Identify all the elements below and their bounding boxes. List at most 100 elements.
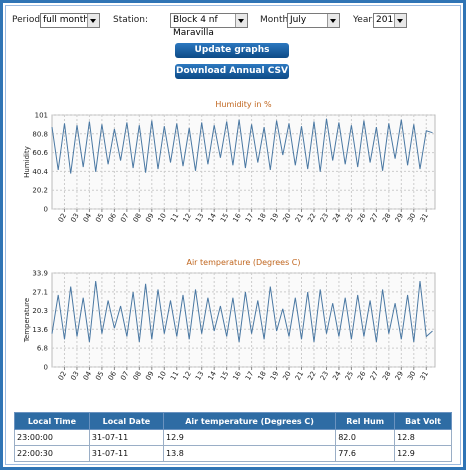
x-tick-label: 12 bbox=[182, 370, 193, 382]
x-tick-label: 14 bbox=[207, 370, 219, 382]
x-tick-label: 25 bbox=[344, 212, 355, 224]
x-tick-label: 03 bbox=[69, 370, 80, 382]
x-tick-label: 06 bbox=[107, 370, 119, 382]
y-tick-label: 20.3 bbox=[32, 307, 48, 315]
select-arrow bbox=[238, 19, 244, 23]
x-tick-label: 13 bbox=[194, 212, 205, 224]
x-tick-label: 08 bbox=[132, 370, 143, 382]
x-tick-label: 21 bbox=[294, 212, 305, 224]
column-header: Bat Volt bbox=[394, 412, 452, 430]
x-tick-label: 27 bbox=[369, 212, 380, 224]
update-button[interactable]: Update graphs bbox=[175, 43, 289, 58]
x-tick-label: 25 bbox=[344, 370, 355, 382]
x-tick-label: 23 bbox=[319, 212, 330, 224]
x-tick-label: 20 bbox=[281, 370, 292, 382]
y-tick-label: 40.4 bbox=[32, 168, 48, 176]
x-tick-label: 05 bbox=[94, 212, 105, 224]
table-cell: 31-07-11 bbox=[88, 429, 164, 446]
x-tick-label: 13 bbox=[194, 370, 205, 382]
select[interactable]: Block 4 nf Maravilla bbox=[170, 13, 248, 38]
y-tick-label: 27.1 bbox=[32, 288, 48, 296]
table-cell: 13.8 bbox=[162, 445, 337, 462]
y-tick-label: 33.9 bbox=[32, 270, 48, 278]
x-tick-label: 28 bbox=[381, 370, 392, 382]
table-row: 22:00:30 31-07-11 13.8 77.6 12.9 bbox=[14, 445, 452, 462]
control-label: Station: bbox=[113, 15, 149, 25]
table-cell: 22:00:30 bbox=[14, 445, 90, 462]
select-arrow bbox=[330, 19, 336, 23]
y-tick-label: 80.8 bbox=[32, 130, 48, 138]
table-body: 23:00:00 31-07-11 12.9 82.0 12.8 22:00:30 31-0… bbox=[14, 429, 452, 462]
x-tick-label: 08 bbox=[132, 212, 143, 224]
column-header: Local Date bbox=[88, 412, 164, 430]
x-tick-label: 02 bbox=[57, 212, 68, 224]
x-tick-label: 12 bbox=[182, 212, 193, 224]
column-header: Air temperature (Degrees C) bbox=[162, 412, 337, 430]
x-tick-label: 16 bbox=[231, 370, 243, 382]
x-tick-label: 07 bbox=[119, 370, 130, 382]
select[interactable]: full month bbox=[40, 13, 100, 28]
line bbox=[51, 118, 433, 174]
x-tick-label: 19 bbox=[269, 212, 280, 224]
x-tick-label: 30 bbox=[406, 212, 417, 224]
x-tick-label: 26 bbox=[356, 212, 368, 224]
y-tick-label: 6.8 bbox=[37, 345, 48, 353]
x-tick-label: 16 bbox=[231, 212, 243, 224]
table-cell: 23:00:00 bbox=[14, 429, 90, 446]
table-cell: 12.9 bbox=[162, 429, 337, 446]
plot-area bbox=[51, 114, 436, 210]
y-tick-label: 0 bbox=[44, 364, 48, 372]
x-tick-label: 23 bbox=[319, 370, 330, 382]
x-tick-label: 26 bbox=[356, 370, 368, 382]
x-tick-label: 17 bbox=[244, 370, 255, 382]
column-header: Rel Hum bbox=[335, 412, 396, 430]
table-cell: 82.0 bbox=[335, 429, 396, 446]
x-tick-label: 17 bbox=[244, 212, 255, 224]
table-cell: 12.8 bbox=[394, 429, 452, 446]
x-tick-label: 24 bbox=[331, 212, 343, 224]
y-tick-label: 101 bbox=[35, 112, 48, 120]
x-tick-label: 02 bbox=[57, 370, 68, 382]
x-tick-label: 09 bbox=[144, 370, 155, 382]
select[interactable]: 2011 bbox=[373, 13, 407, 28]
y-tick-label: 20.2 bbox=[32, 187, 48, 195]
header-row: Local Time Local Date Air temperature (Deg… bbox=[14, 412, 452, 430]
y-tick-label: 13.6 bbox=[32, 326, 48, 334]
control-label: Year: bbox=[353, 15, 375, 25]
x-tick-label: 22 bbox=[306, 370, 317, 382]
select[interactable]: July bbox=[287, 13, 340, 28]
x-tick-label: 31 bbox=[419, 212, 430, 224]
control-label: Period: bbox=[12, 15, 44, 25]
download-button[interactable]: Download Annual CSV bbox=[175, 64, 289, 79]
x-tick-label: 05 bbox=[94, 370, 105, 382]
x-tick-label: 09 bbox=[144, 212, 155, 224]
x-tick-label: 11 bbox=[169, 212, 180, 224]
x-tick-label: 29 bbox=[394, 370, 405, 382]
x-tick-label: 11 bbox=[169, 370, 180, 382]
control-label: Month: bbox=[260, 15, 292, 25]
x-tick-label: 29 bbox=[394, 212, 405, 224]
select-arrow bbox=[90, 19, 96, 23]
x-tick-label: 10 bbox=[157, 212, 168, 224]
x-tick-label: 04 bbox=[82, 370, 94, 382]
x-tick-label: 21 bbox=[294, 370, 305, 382]
table-cell: 77.6 bbox=[335, 445, 396, 462]
x-tick-label: 10 bbox=[157, 370, 168, 382]
y-tick-label: 60.6 bbox=[32, 149, 48, 157]
x-tick-label: 18 bbox=[256, 370, 267, 382]
table-row: 23:00:00 31-07-11 12.9 82.0 12.8 bbox=[14, 429, 452, 446]
table-cell: 12.9 bbox=[394, 445, 452, 462]
chart-title: Air temperature (Degrees C) bbox=[186, 258, 300, 267]
chart-title: Humidity in % bbox=[215, 100, 272, 109]
x-tick-label: 03 bbox=[69, 212, 80, 224]
x-tick-label: 14 bbox=[207, 212, 219, 224]
y-axis-label: Temperature bbox=[23, 298, 31, 343]
column-header: Local Time bbox=[14, 412, 90, 430]
select-arrow bbox=[397, 19, 403, 23]
inner-frame bbox=[5, 5, 461, 465]
x-tick-label: 31 bbox=[419, 370, 430, 382]
x-tick-label: 04 bbox=[82, 212, 94, 224]
x-tick-label: 06 bbox=[107, 212, 119, 224]
